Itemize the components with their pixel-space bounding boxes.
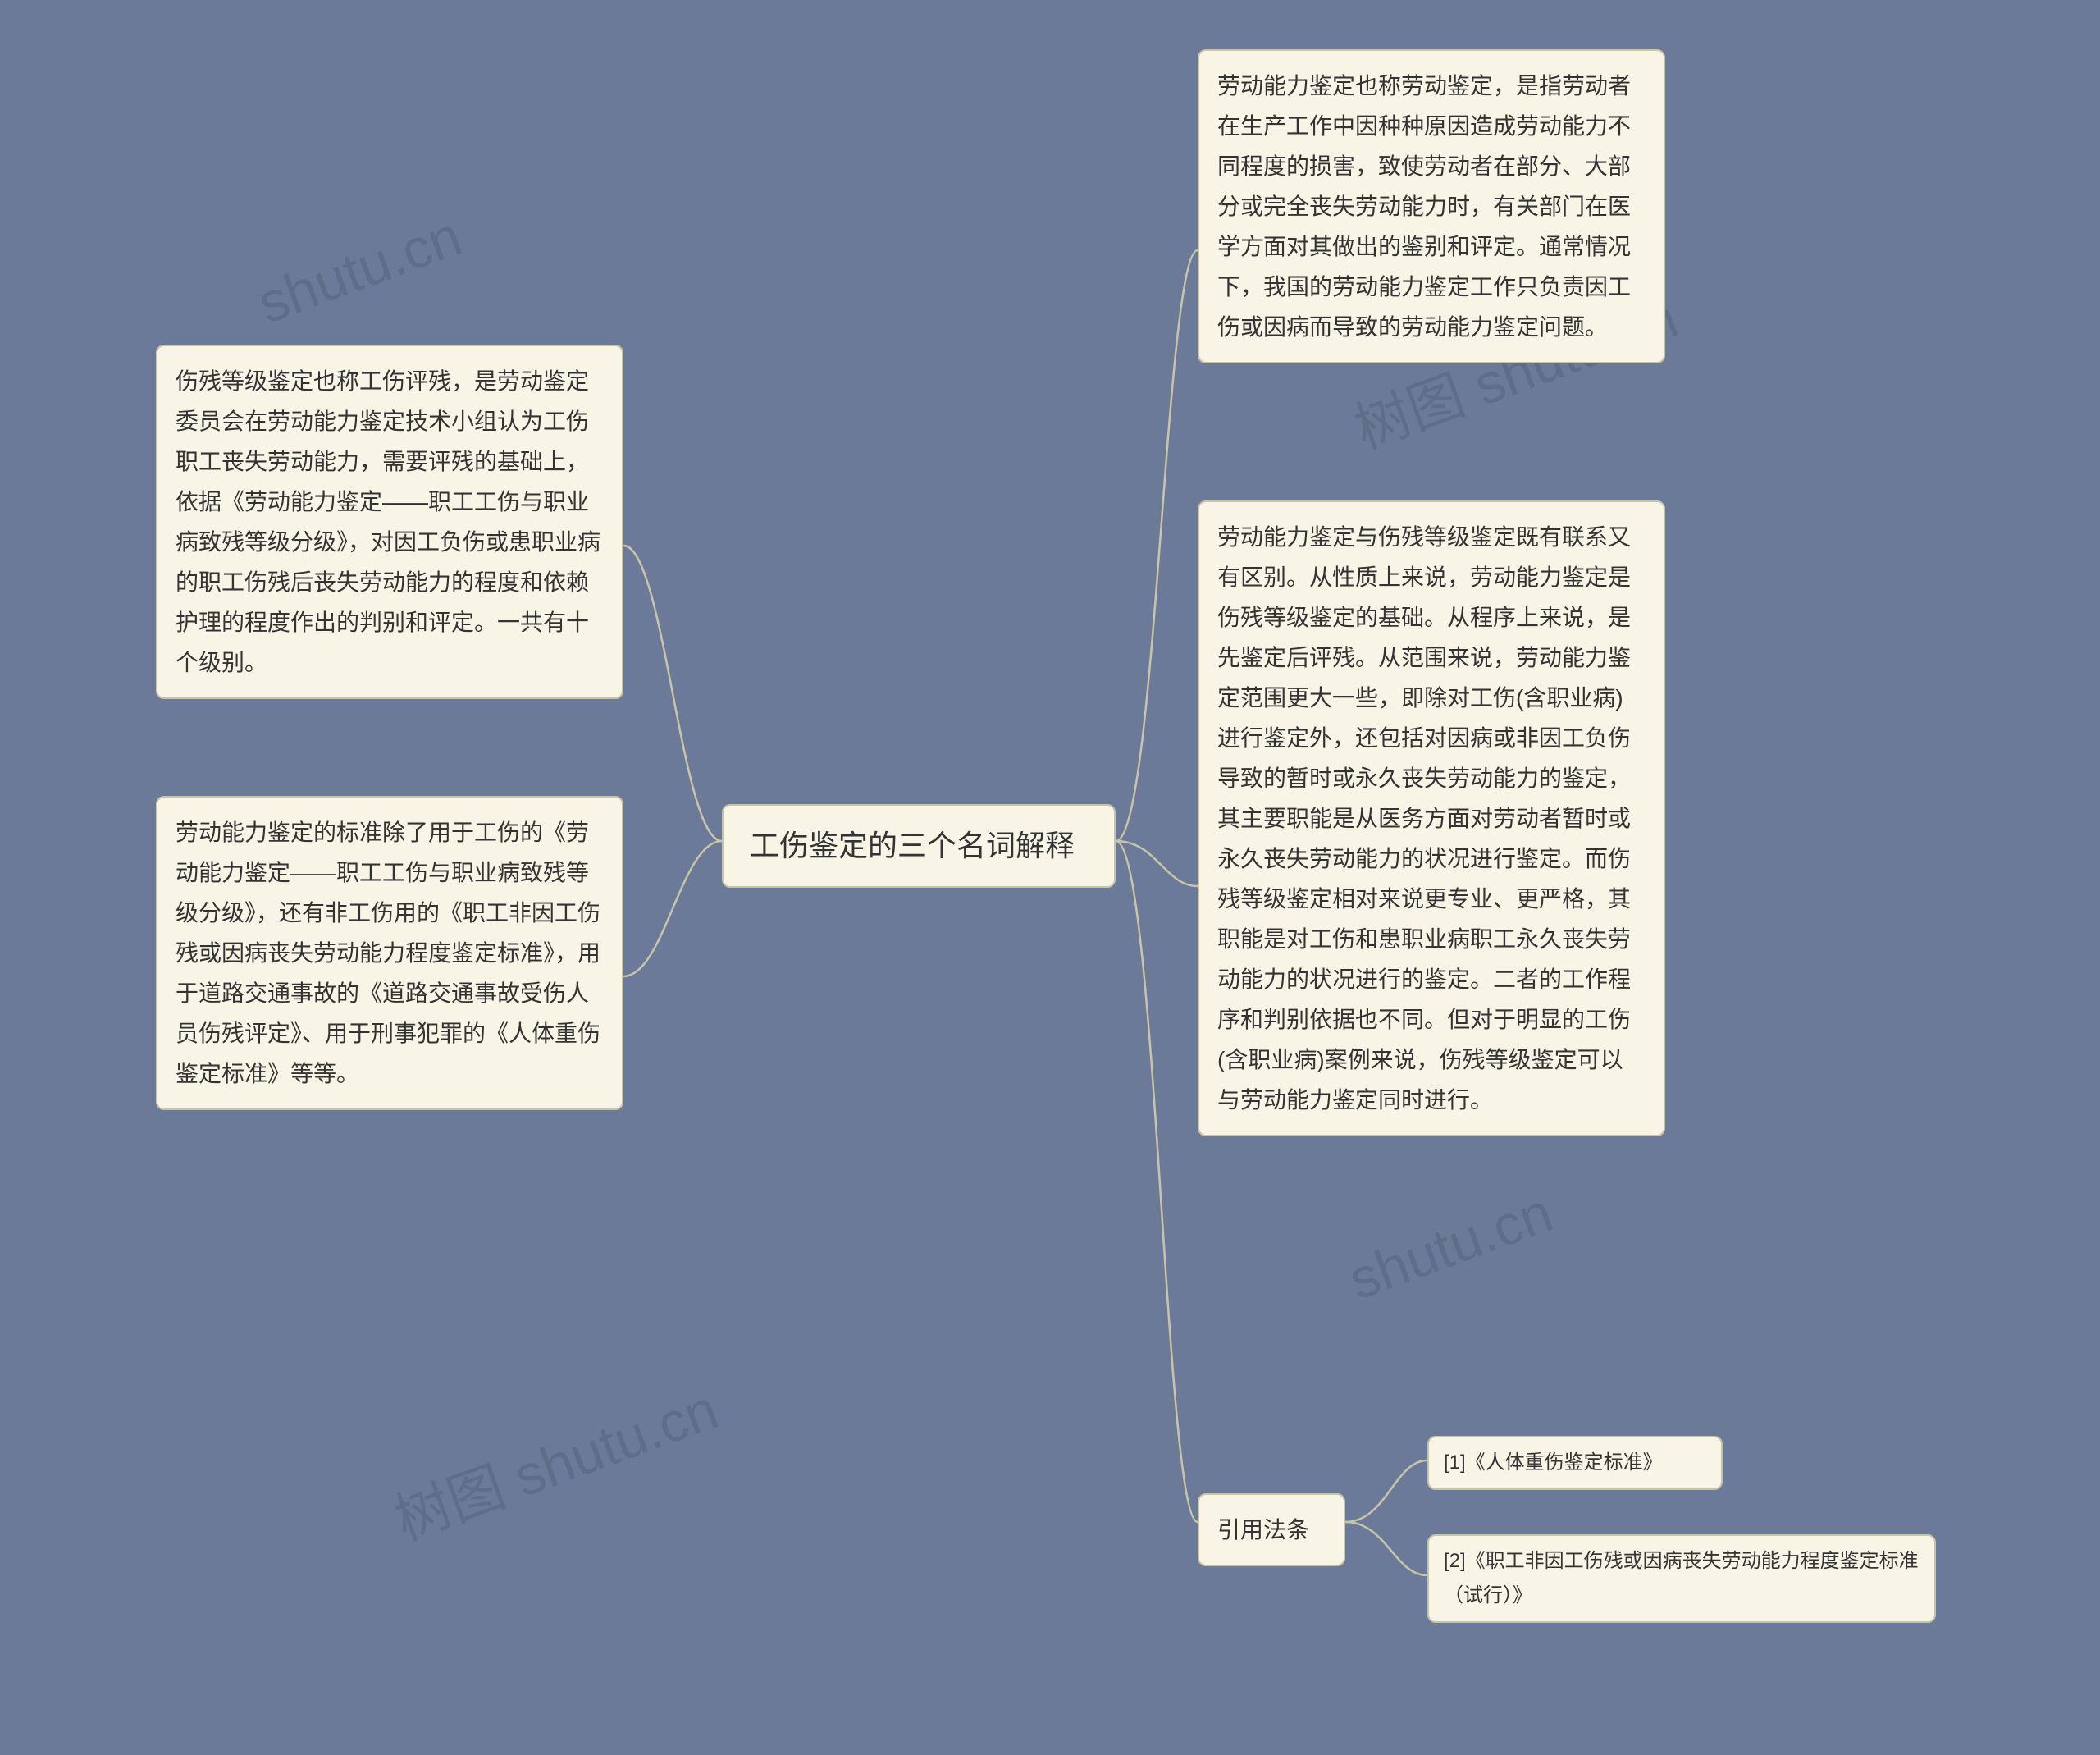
mindmap-node-right-3a: [1]《人体重伤鉴定标准》 — [1427, 1436, 1723, 1490]
mindmap-node-left-2: 劳动能力鉴定的标准除了用于工伤的《劳动能力鉴定——职工工伤与职业病致残等级分级》… — [156, 796, 623, 1110]
mindmap-center-node: 工伤鉴定的三个名词解释 — [722, 804, 1116, 888]
watermark: shutu.cn — [249, 203, 469, 336]
mindmap-node-right-3b: [2]《职工非因工伤残或因病丧失劳动能力程度鉴定标准（试行）》 — [1427, 1534, 1936, 1623]
watermark: shutu.cn — [1340, 1180, 1560, 1312]
mindmap-node-right-1: 劳动能力鉴定也称劳动鉴定，是指劳动者在生产工作中因种种原因造成劳动能力不同程度的… — [1198, 49, 1665, 363]
mindmap-node-right-2: 劳动能力鉴定与伤残等级鉴定既有联系又有区别。从性质上来说，劳动能力鉴定是伤残等级… — [1198, 500, 1665, 1136]
mindmap-node-left-1: 伤残等级鉴定也称工伤评残，是劳动鉴定委员会在劳动能力鉴定技术小组认为工伤职工丧失… — [156, 345, 623, 699]
mindmap-node-right-3: 引用法条 — [1198, 1493, 1345, 1566]
watermark: 树图 shutu.cn — [381, 1364, 727, 1556]
